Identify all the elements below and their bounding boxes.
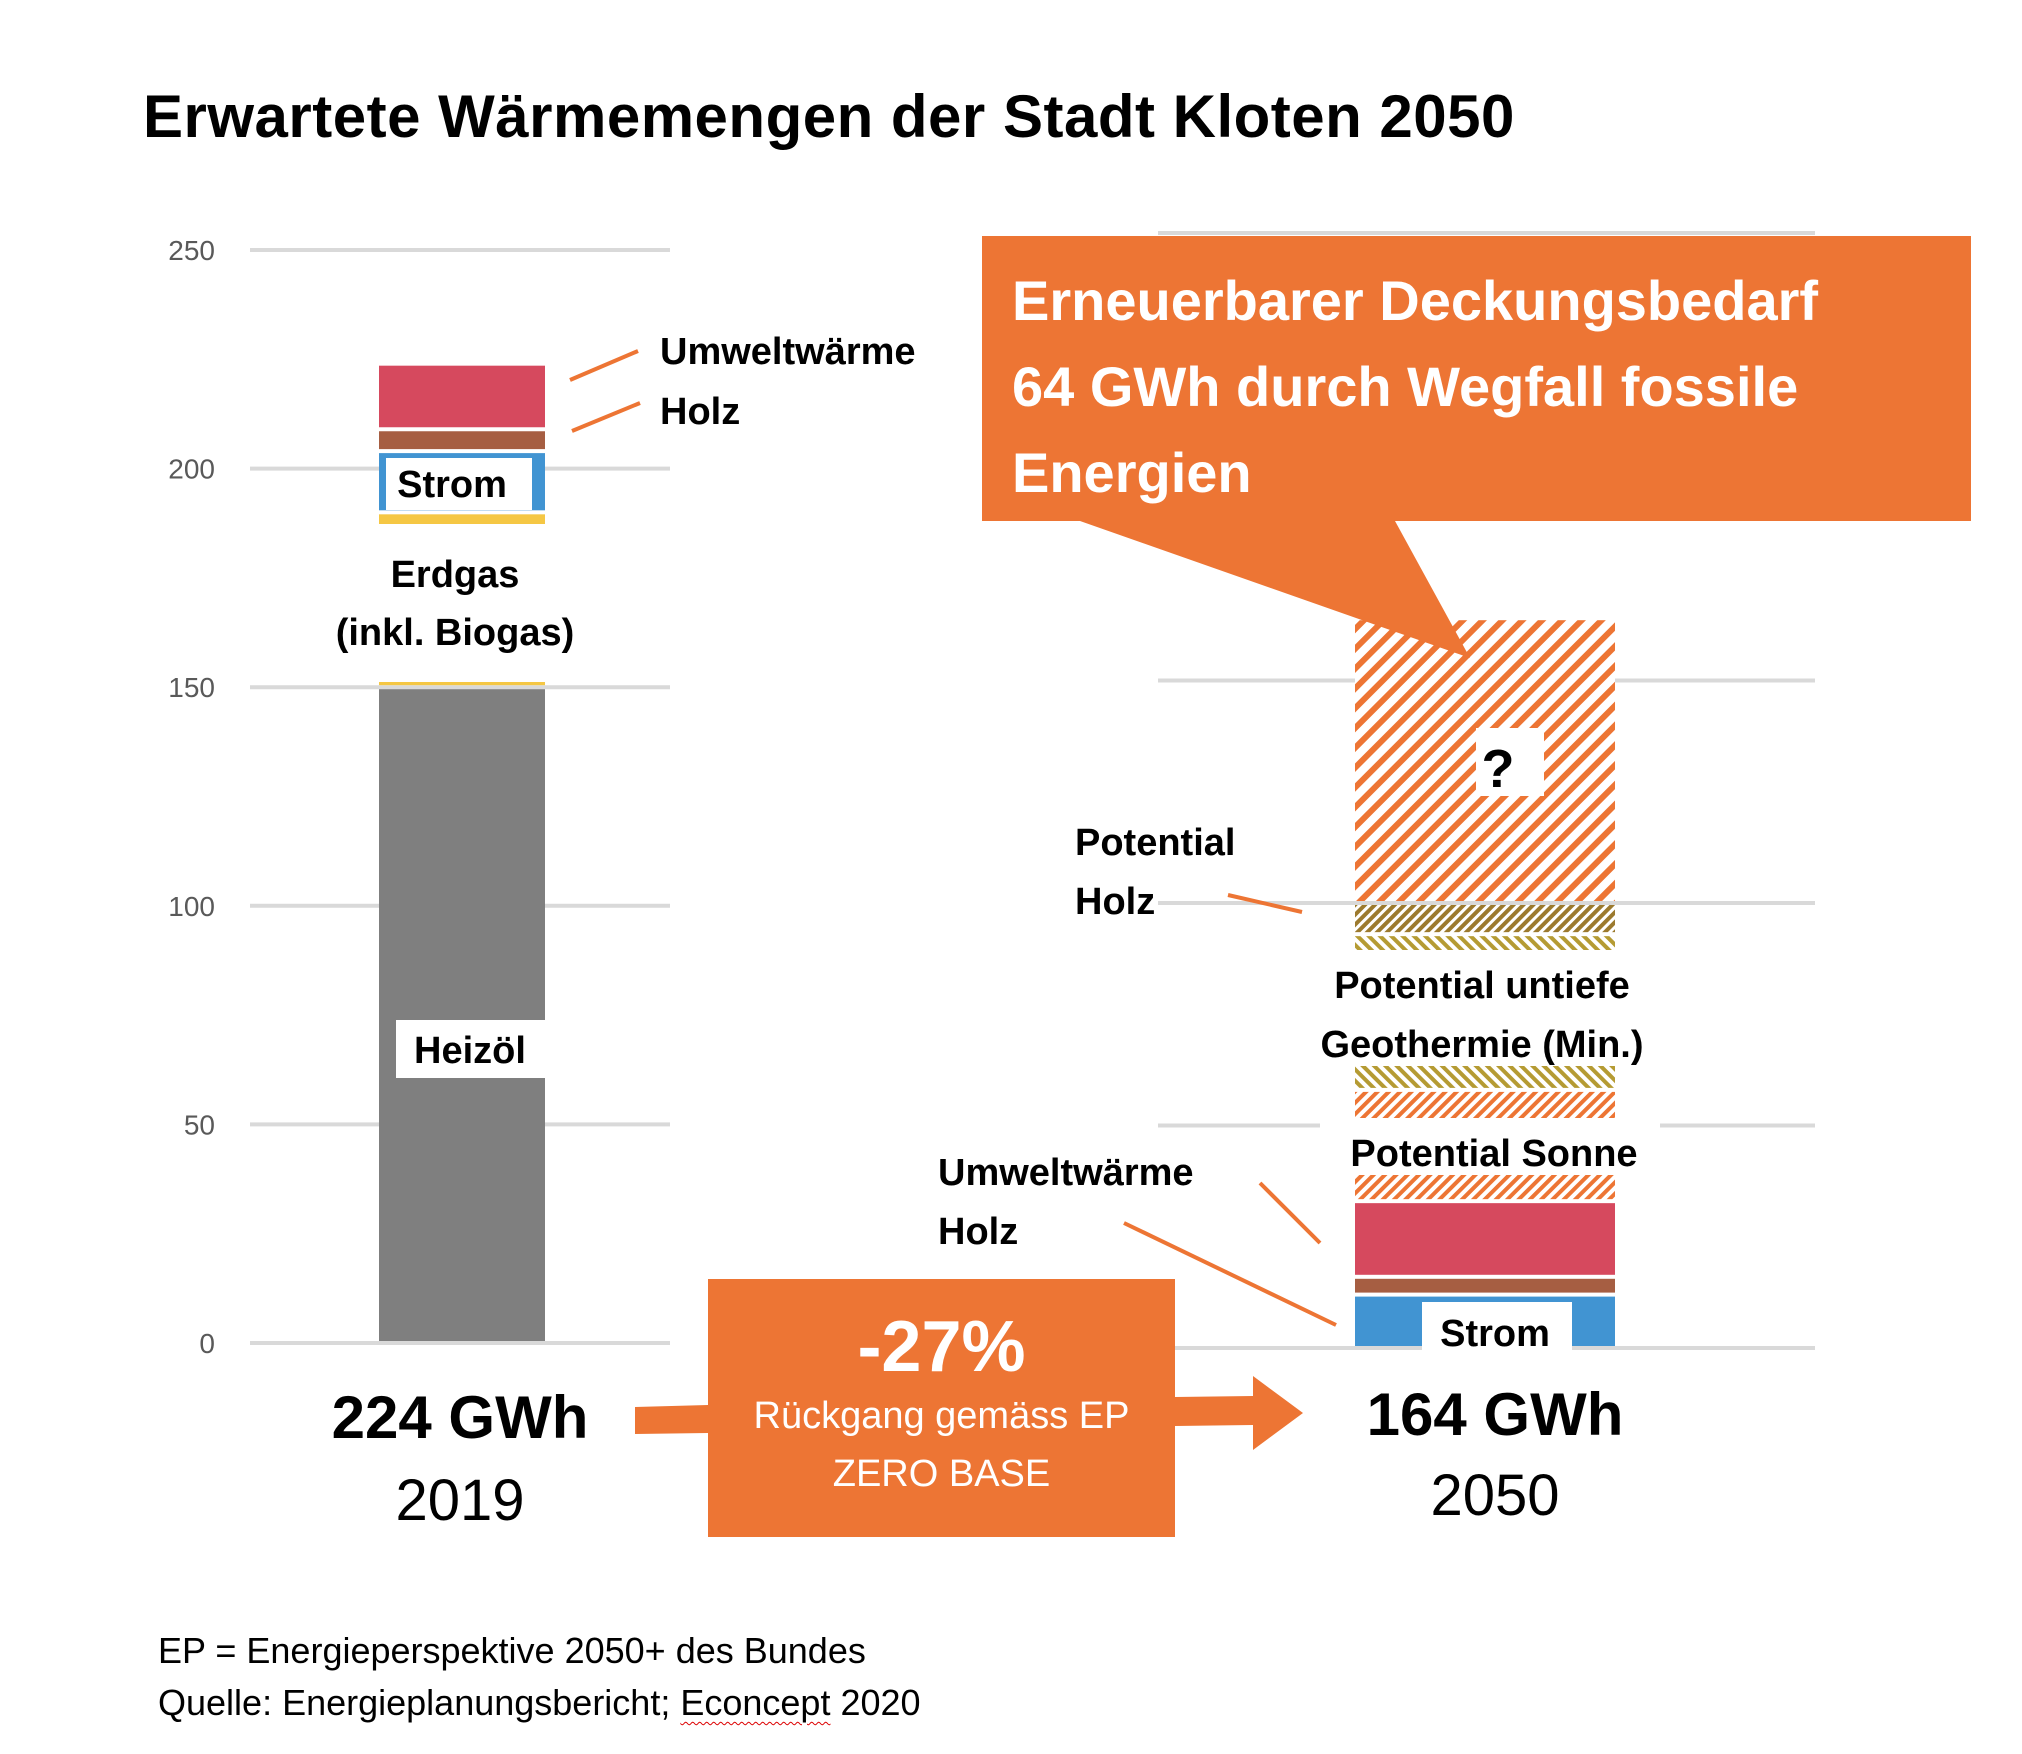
- question-box: [1476, 728, 1544, 796]
- y-tick-label: 250: [168, 235, 215, 266]
- footer-source-misspelled: Econcept: [680, 1682, 831, 1723]
- label-geothermie-line1: Potential untiefe: [1334, 965, 1630, 1007]
- y-tick-label: 0: [199, 1328, 215, 1359]
- y-tick-label: 150: [168, 672, 215, 703]
- label-sonne: Potential Sonne: [1350, 1133, 1637, 1175]
- arrow-tail: [635, 1405, 708, 1434]
- geothermie-label-box: [1290, 950, 1710, 1066]
- label-strom-2019: Strom: [397, 464, 507, 506]
- callout-line-3: Energien: [1012, 441, 1252, 504]
- label-potential-holz-line2: Holz: [1075, 881, 1155, 923]
- label-umweltwaerme-2050: Umweltwärme: [938, 1152, 1194, 1194]
- arrow-head: [1175, 1376, 1303, 1450]
- year-2050: 2050: [1430, 1463, 1560, 1528]
- heizoel-label-box: [396, 1020, 545, 1078]
- change-line-2: ZERO BASE: [832, 1453, 1051, 1495]
- bar-segment-umweltwärme: [379, 365, 545, 428]
- label-holz-2050: Holz: [938, 1211, 1018, 1253]
- leader-holz-2050: [1123, 1221, 1337, 1327]
- label-erdgas-2019-line2: (inkl. Biogas): [336, 612, 575, 654]
- label-heizoel-2019: Heizöl: [414, 1030, 526, 1072]
- callout-line-1: Erneuerbarer Deckungsbedarf: [1012, 269, 1819, 332]
- y-tick-label: 100: [168, 891, 215, 922]
- footer-line-2: Quelle: Energieplanungsbericht; Econcept…: [158, 1682, 921, 1724]
- footer-source-suffix: 2020: [830, 1682, 921, 1723]
- bar-segment-heizöl: [379, 689, 545, 1341]
- label-holz-2019: Holz: [660, 391, 740, 433]
- change-percent: -27%: [857, 1307, 1026, 1387]
- label-gap-question: ?: [1482, 739, 1515, 799]
- label-geothermie-line2: Geothermie (Min.): [1320, 1024, 1643, 1066]
- total-2050: 164 GWh: [1366, 1381, 1624, 1448]
- strom-2050-label-box: [1422, 1302, 1572, 1350]
- y-tick-label: 200: [168, 454, 215, 485]
- callout-line-2: 64 GWh durch Wegfall fossile: [1012, 355, 1799, 418]
- change-box: -27% Rückgang gemäss EP ZERO BASE: [708, 1279, 1175, 1537]
- total-2019: 224 GWh: [331, 1384, 589, 1451]
- label-umweltwaerme-2019: Umweltwärme: [660, 331, 916, 373]
- callout-text: Erneuerbarer Deckungsbedarf 64 GWh durch…: [1012, 258, 1952, 516]
- change-line-1: Rückgang gemäss EP: [753, 1395, 1130, 1437]
- bar-segment-holz: [1355, 1278, 1615, 1293]
- bar-segment-umweltwärme: [1355, 1203, 1615, 1275]
- year-2019: 2019: [395, 1468, 525, 1533]
- y-tick-label: 50: [184, 1109, 215, 1140]
- leader-holz-2019: [571, 401, 641, 433]
- callout-box: [982, 236, 1971, 658]
- leader-potential-holz: [1227, 893, 1303, 914]
- label-strom-2050: Strom: [1440, 1313, 1550, 1355]
- sonne-label-box: [1320, 1118, 1660, 1175]
- erdgas-label-box: [379, 524, 545, 682]
- label-erdgas-2019-line1: Erdgas: [391, 554, 520, 596]
- leader-umweltwaerme-2050: [1258, 1181, 1322, 1245]
- bar-segment-potential-holz: [1355, 905, 1615, 933]
- strom-label-box: [386, 458, 532, 510]
- footer-source-prefix: Quelle: Energieplanungsbericht;: [158, 1682, 681, 1723]
- bar-segment-holz: [379, 431, 545, 450]
- leader-umweltwaerme-2019: [569, 349, 639, 382]
- label-potential-holz-line1: Potential: [1075, 822, 1235, 864]
- chart-title: Erwartete Wärmemengen der Stadt Kloten 2…: [143, 83, 1515, 150]
- footer-line-1: EP = Energieperspektive 2050+ des Bundes: [158, 1630, 866, 1671]
